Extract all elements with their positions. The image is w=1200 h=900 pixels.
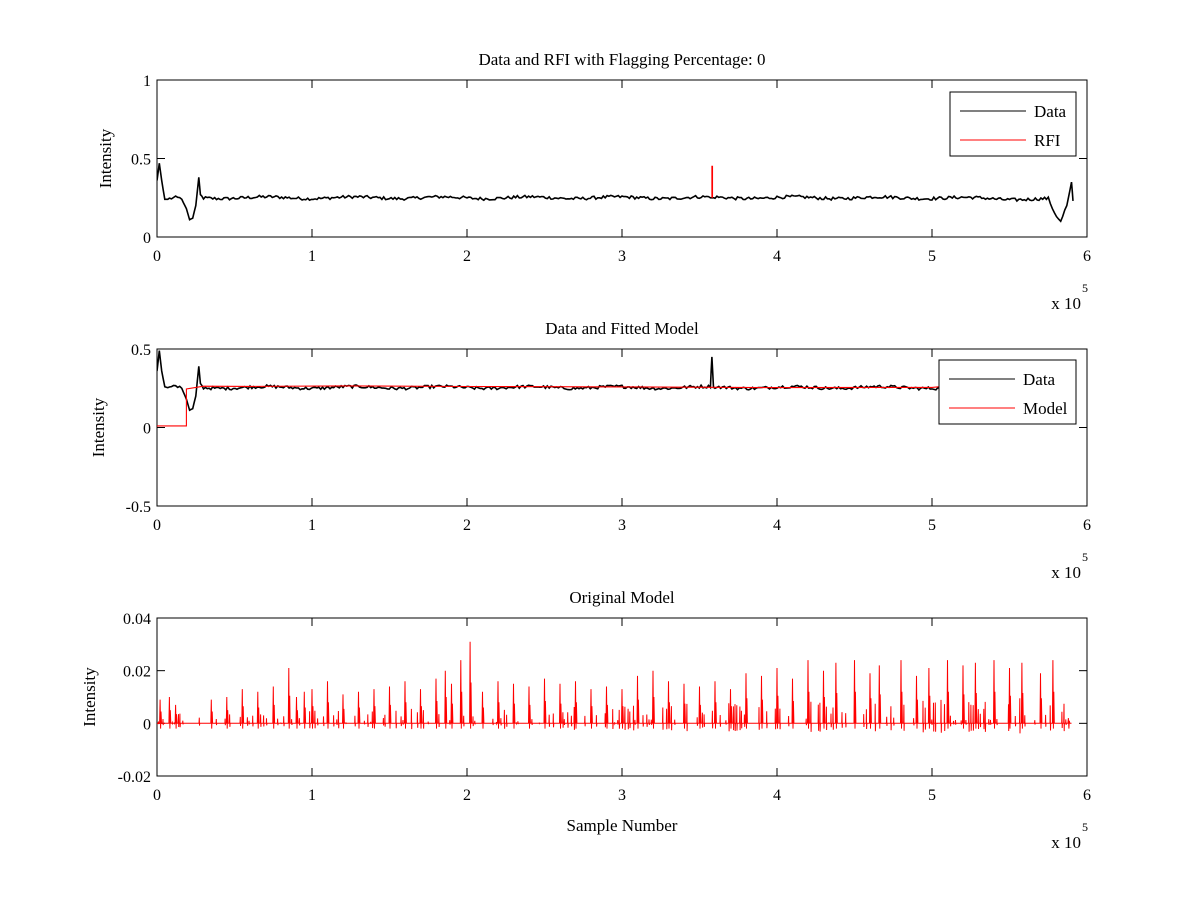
plot-content	[157, 350, 941, 427]
x-tick-label: 3	[618, 787, 626, 804]
y-tick-label: 1	[143, 73, 151, 90]
x-axis-exponent-power: 5	[1082, 550, 1088, 564]
x-tick-label: 2	[463, 787, 471, 804]
legend: Data Model	[938, 359, 1077, 425]
x-tick-label: 5	[928, 787, 936, 804]
legend-label-model: Model	[1023, 399, 1068, 418]
y-tick-label: -0.5	[126, 499, 151, 516]
y-tick-label: 0.04	[123, 611, 151, 628]
y-axis-label: Intensity	[96, 128, 115, 188]
legend-box	[949, 91, 1077, 157]
y-axis-label: Intensity	[80, 667, 99, 727]
x-tick-label: 5	[928, 248, 936, 265]
plot-area	[156, 348, 1088, 507]
legend-label-data: Data	[1034, 102, 1067, 121]
x-tick-label: 2	[463, 248, 471, 265]
x-axis-exponent-power: 5	[1082, 281, 1088, 295]
y-tick-label: 0	[143, 230, 151, 247]
legend-label-data: Data	[1023, 370, 1056, 389]
y-axis-label: Intensity	[89, 397, 108, 457]
chart-panel-1: Data and RFI with Flagging Percentage: 0…	[96, 50, 1091, 313]
legend: Data RFI	[949, 91, 1077, 157]
series-line-original-model	[157, 641, 1072, 734]
chart-panel-3: Original Model Intensity Sample Number 0 1 2 3…	[80, 588, 1091, 852]
plot-content	[157, 163, 1074, 223]
chart-title: Data and RFI with Flagging Percentage: 0	[478, 50, 765, 69]
x-tick-label: 4	[773, 517, 781, 534]
x-tick-label: 4	[773, 787, 781, 804]
chart-title: Data and Fitted Model	[545, 319, 699, 338]
y-tick-label: 0	[143, 716, 151, 733]
chart-panel-2: Data and Fitted Model Intensity 0 1 2 3 4 5 6 -0.…	[89, 319, 1091, 582]
legend-box	[938, 359, 1077, 425]
y-tick-label: 0.5	[131, 152, 151, 169]
x-axis-exponent: x 10	[1051, 294, 1081, 313]
x-axis-exponent: x 10	[1051, 833, 1081, 852]
x-tick-label: 0	[153, 248, 161, 265]
x-tick-label: 2	[463, 517, 471, 534]
series-line-rfi	[711, 165, 714, 198]
plot-content	[157, 641, 1072, 734]
x-tick-label: 4	[773, 248, 781, 265]
x-tick-label: 6	[1083, 517, 1091, 534]
x-tick-label: 6	[1083, 248, 1091, 265]
x-axis-exponent-power: 5	[1082, 820, 1088, 834]
y-tick-label: 0.02	[123, 664, 151, 681]
x-axis-label: Sample Number	[567, 816, 678, 835]
x-tick-label: 1	[308, 787, 316, 804]
x-tick-label: 3	[618, 517, 626, 534]
legend-label-rfi: RFI	[1034, 131, 1061, 150]
y-tick-label: 0.5	[131, 342, 151, 359]
y-tick-label: 0	[143, 421, 151, 438]
series-line-model	[157, 385, 940, 427]
y-tick-label: -0.02	[118, 769, 151, 786]
series-line-data	[157, 163, 1074, 223]
x-axis-exponent: x 10	[1051, 563, 1081, 582]
x-tick-label: 0	[153, 787, 161, 804]
plot-area	[156, 79, 1088, 238]
x-tick-label: 5	[928, 517, 936, 534]
x-tick-label: 1	[308, 517, 316, 534]
x-tick-label: 1	[308, 248, 316, 265]
x-tick-label: 0	[153, 517, 161, 534]
x-tick-label: 3	[618, 248, 626, 265]
x-tick-label: 6	[1083, 787, 1091, 804]
chart-title: Original Model	[569, 588, 675, 607]
